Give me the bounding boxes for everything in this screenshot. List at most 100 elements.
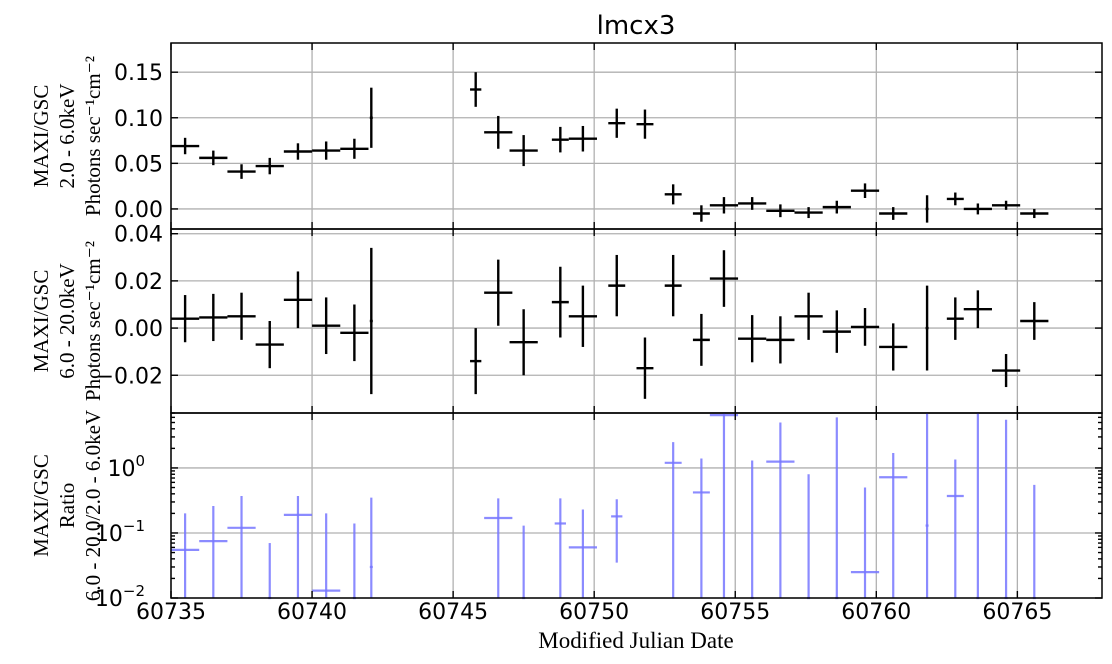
data-point [807, 474, 811, 600]
data-point [664, 184, 682, 205]
data-point [199, 150, 228, 166]
data-point [750, 460, 754, 600]
x-tick-label: 60755 [700, 600, 770, 625]
data-point [283, 496, 313, 598]
data-point [255, 321, 284, 369]
data-point [509, 135, 538, 167]
data-point [484, 498, 513, 598]
data-point [766, 204, 795, 218]
y-tick-label: 0.15 [114, 61, 163, 86]
data-point [268, 543, 272, 600]
data-point [568, 509, 598, 598]
data-point [608, 108, 626, 138]
data-point [608, 254, 626, 317]
data-point [369, 497, 373, 598]
data-point [611, 499, 623, 563]
panel-hard: −0.02 0.00 0.02 0.04 MAXI/GSC6.0 - 20.0keVPh… [29, 223, 1103, 414]
data-point [199, 293, 228, 342]
data-point [879, 207, 908, 220]
data-point [470, 72, 482, 107]
data-point [835, 417, 839, 600]
data-point [879, 323, 908, 371]
data-point [568, 285, 598, 347]
panel-frame [170, 412, 1103, 599]
data-point [946, 297, 964, 340]
data-point [692, 458, 710, 598]
data-point [522, 525, 526, 600]
data-point [227, 292, 256, 340]
data-point [1020, 302, 1049, 340]
data-point [484, 115, 513, 149]
y-axis-label-line: 6.0 - 20.0keV [55, 263, 79, 378]
data-point [312, 141, 341, 160]
y-axis-label-line: Ratio [55, 483, 79, 529]
x-tick-label: 60750 [559, 600, 629, 625]
data-point [738, 197, 767, 210]
data-point [312, 297, 341, 355]
y-tick-label: 0.00 [114, 198, 163, 223]
data-point [1032, 484, 1036, 600]
data-point [692, 313, 710, 366]
data-point [227, 496, 256, 598]
data-point [925, 285, 929, 371]
data-point [1004, 419, 1008, 600]
y-tick-label: −0.02 [96, 364, 163, 389]
data-point [283, 143, 313, 160]
y-tick-label: 100 [107, 452, 145, 482]
data-point [340, 304, 369, 362]
panel-frame [170, 42, 1103, 230]
data-point [963, 290, 992, 329]
data-point [850, 183, 880, 198]
data-point [255, 157, 284, 175]
data-point [1020, 208, 1049, 219]
y-axis-label-line: MAXI/GSC [29, 85, 53, 188]
data-point [551, 126, 569, 153]
data-point [340, 138, 369, 159]
y-axis-label: MAXI/GSCRatio6.0 - 20.0/2.0 - 6.0keV [29, 410, 105, 601]
y-tick-label: 10−1 [95, 517, 145, 547]
data-point [554, 498, 566, 598]
data-point [352, 523, 356, 600]
y-tick-label: 0.00 [114, 317, 163, 342]
y-axis-label-line: Photons sec⁻¹cm⁻² [81, 241, 105, 401]
panel-soft: 0.00 0.05 0.10 0.15 MAXI/GSC2.0 - 6.0keVPhot… [29, 42, 1103, 230]
y-axis-label-line: Photons sec⁻¹cm⁻² [81, 56, 105, 216]
data-point [709, 413, 739, 598]
x-tick-label: 60765 [982, 600, 1052, 625]
data-point [925, 413, 929, 598]
chart-title: lmcx3 [597, 11, 676, 41]
y-tick-label: 0.10 [114, 107, 163, 132]
data-point [766, 422, 795, 598]
y-axis-label-line: MAXI/GSC [29, 454, 53, 557]
data-point [692, 205, 710, 222]
data-point [369, 87, 373, 148]
data-point [709, 197, 739, 214]
data-point [636, 337, 654, 399]
data-point [470, 328, 482, 395]
y-tick-exponent: −2 [123, 582, 145, 600]
y-tick-label: 0.05 [114, 152, 163, 177]
data-point [991, 200, 1021, 210]
panel-frame [170, 228, 1103, 414]
data-point [850, 487, 880, 598]
y-axis-label-line: MAXI/GSC [29, 270, 53, 373]
data-point [766, 316, 795, 364]
data-point [484, 259, 513, 326]
x-tick-label: 60740 [277, 600, 347, 625]
y-axis-label: MAXI/GSC6.0 - 20.0keVPhotons sec⁻¹cm⁻² [29, 241, 105, 401]
data-point [946, 192, 964, 206]
data-point [946, 459, 964, 598]
data-point [822, 310, 851, 353]
data-point [199, 505, 228, 598]
data-point [568, 125, 598, 152]
data-point [171, 295, 200, 343]
y-tick-exponent: −1 [123, 517, 145, 535]
data-point [636, 109, 654, 139]
data-point [283, 271, 313, 329]
data-point [312, 513, 341, 598]
data-point [794, 207, 823, 219]
data-point [551, 266, 569, 338]
